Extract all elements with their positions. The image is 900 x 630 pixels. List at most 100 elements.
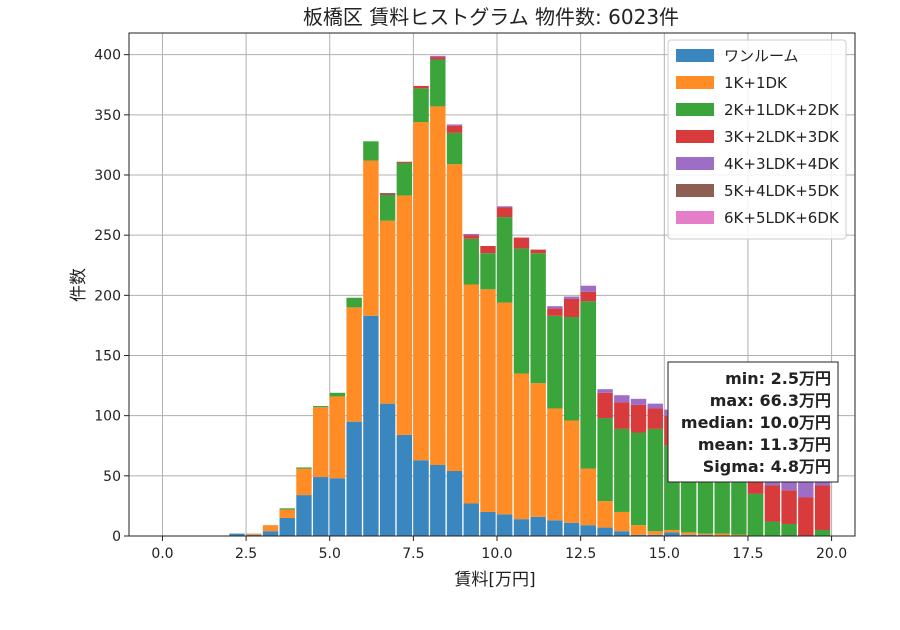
bar-segment (446, 471, 463, 536)
bar-segment (279, 517, 295, 536)
stats-line: Sigma: 4.8万円 (703, 457, 831, 476)
y-tick-label: 150 (94, 348, 121, 364)
bar-segment (296, 495, 312, 536)
legend-label: 2K+1LDK+2DK (724, 101, 840, 119)
bar-segment (781, 480, 797, 491)
bar-segment (814, 529, 831, 536)
legend-label: 5K+4LDK+5DK (724, 182, 840, 200)
bar-segment (580, 525, 597, 536)
bar-segment (480, 253, 496, 290)
bar-segment (597, 501, 613, 528)
bar-segment (463, 284, 479, 504)
bar-segment (430, 59, 446, 107)
bar-segment (413, 88, 429, 123)
chart-title: 板橋区 賃料ヒストグラム 物件数: 6023件 (303, 5, 679, 29)
bar-segment (279, 509, 295, 518)
bar-segment (764, 485, 781, 522)
y-tick-label: 400 (94, 48, 121, 64)
bar-segment (697, 533, 714, 535)
bar-segment (697, 534, 714, 536)
legend-swatch (676, 103, 714, 116)
x-tick-label: 20.0 (816, 546, 847, 562)
bar-segment (497, 207, 513, 218)
bar-segment (446, 132, 463, 165)
bar-segment (747, 493, 764, 536)
bar-segment (379, 220, 396, 404)
x-tick-label: 10.0 (481, 546, 512, 562)
y-axis-ticks: 0 50 100 150 200 250 300 350 400 (94, 48, 129, 545)
bar-segment (731, 477, 747, 535)
bar-segment (229, 533, 245, 536)
bar-segment (313, 407, 329, 478)
legend-swatch (676, 49, 714, 62)
bar-segment (647, 403, 663, 409)
stats-box: min: 2.5万円 max: 66.3万円 median: 10.0万円 mean:… (667, 361, 839, 483)
bar-segment (379, 403, 396, 536)
bar-segment (329, 478, 346, 536)
y-tick-label: 50 (103, 469, 121, 485)
bar-segment (580, 285, 597, 292)
bar-segment (430, 106, 446, 466)
legend-swatch (676, 130, 714, 143)
bar-segment (781, 490, 797, 524)
bar-segment (463, 235, 479, 239)
bar-segment (614, 531, 630, 536)
bar-segment (714, 468, 730, 534)
bar-segment (379, 193, 396, 196)
legend-label: ワンルーム (724, 47, 799, 65)
bar-segment (313, 406, 329, 408)
legend: ワンルーム 1K+1DK 2K+1LDK+2DK 3K+2LDK+3DK 4K+3LDK… (667, 39, 847, 240)
bar-segment (346, 297, 362, 308)
bar-segment (647, 531, 663, 535)
bar-segment (563, 298, 580, 317)
bar-segment (714, 533, 730, 536)
stats-line: median: 10.0万円 (681, 413, 831, 432)
bar-segment (446, 164, 463, 472)
legend-label: 3K+2LDK+3DK (724, 128, 840, 146)
bar-segment (246, 534, 262, 536)
bar-segment (630, 404, 647, 433)
bar-segment (614, 511, 630, 532)
x-axis-ticks: 0.0 2.5 5.0 7.5 10.0 12.5 15.0 17.5 20.0 (151, 536, 847, 562)
stats-line: mean: 11.3万円 (698, 435, 831, 454)
bar-segment (664, 529, 680, 533)
bar-segment (480, 511, 496, 536)
legend-swatch (676, 184, 714, 197)
stats-line: max: 66.3万円 (710, 391, 831, 410)
bar-segment (547, 308, 563, 316)
stats-frame (667, 361, 839, 483)
bar-segment (630, 534, 647, 536)
bar-segment (363, 315, 379, 536)
bar-segment (463, 238, 479, 285)
bar-segment (563, 296, 580, 299)
bar-segment (647, 534, 663, 536)
bar-segment (764, 521, 781, 536)
bar-segment (463, 233, 479, 236)
x-tick-label: 12.5 (565, 546, 596, 562)
bar-segment (530, 249, 546, 254)
bar-segment (580, 301, 597, 469)
bar-segment (279, 508, 295, 510)
bar-segment (530, 516, 546, 536)
bar-segment (731, 534, 747, 536)
x-tick-label: 0.0 (151, 546, 173, 562)
legend-swatch (676, 211, 714, 224)
legend-label: 6K+5LDK+6DK (724, 209, 840, 227)
x-tick-label: 7.5 (402, 546, 424, 562)
bar-segment (430, 465, 446, 536)
bar-segment (296, 467, 312, 469)
bar-segment (513, 519, 530, 536)
bar-segment (781, 523, 797, 536)
bar-segment (396, 161, 413, 163)
bar-segment (480, 289, 496, 512)
stats-line: min: 2.5万円 (725, 369, 831, 388)
bar-segment (497, 302, 513, 515)
bar-segment (681, 532, 697, 535)
bar-segment (363, 141, 379, 161)
bar-segment (413, 85, 429, 89)
bar-segment (446, 124, 463, 126)
bar-segment (497, 514, 513, 536)
bar-segment (262, 531, 279, 536)
x-tick-label: 15.0 (649, 546, 680, 562)
